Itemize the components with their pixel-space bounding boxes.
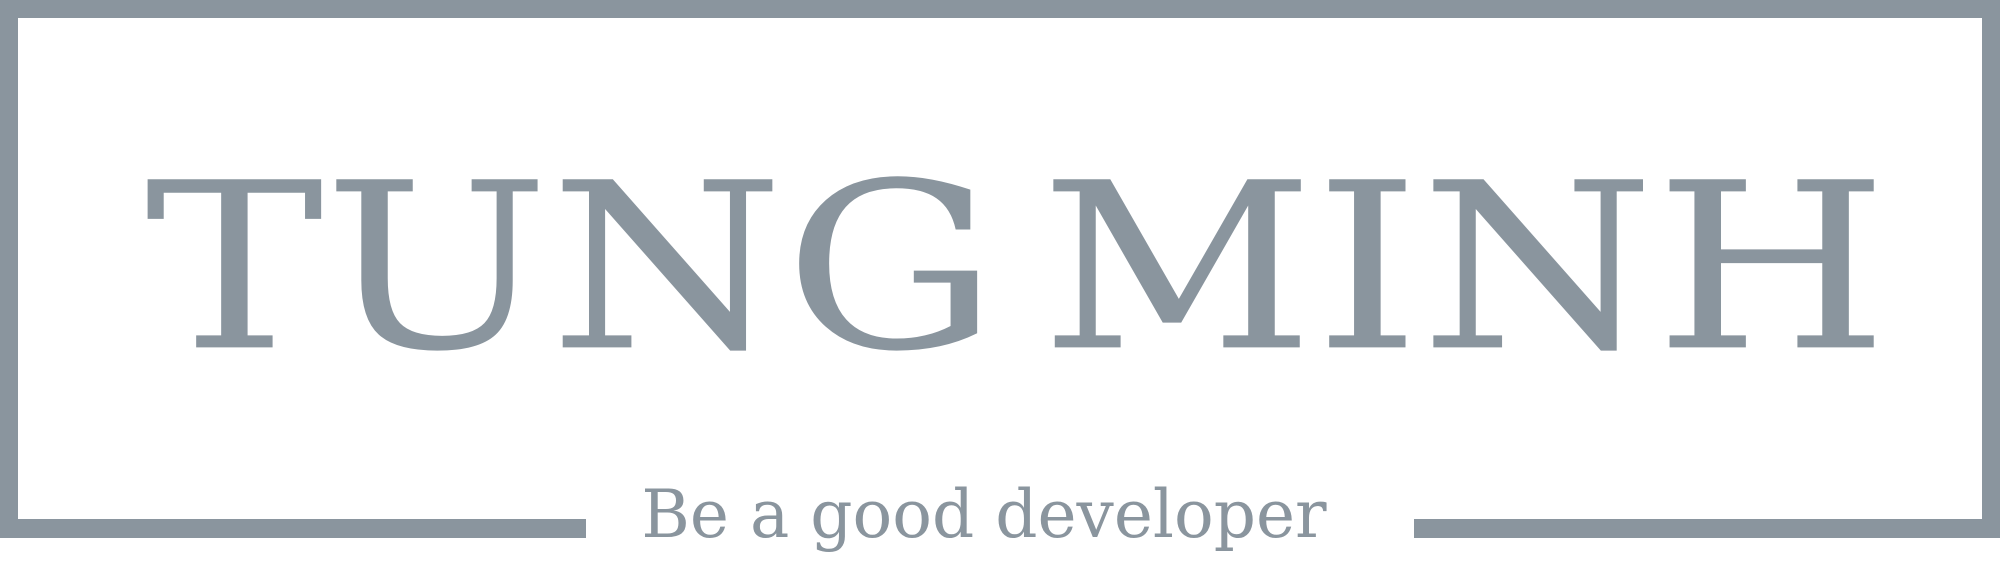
brand-tagline: Be a good developer <box>641 476 1327 553</box>
brand-name-right: MINH <box>1040 134 1889 403</box>
frame-left-border <box>0 0 18 538</box>
brand-name: TUNG MINH <box>0 134 2000 405</box>
frame-right-border <box>1982 0 2000 538</box>
frame-top-border <box>0 0 2000 18</box>
frame-bottom-left-border <box>0 519 586 538</box>
frame-bottom-right-border <box>1414 519 2000 538</box>
brand-name-left: TUNG <box>145 134 999 403</box>
